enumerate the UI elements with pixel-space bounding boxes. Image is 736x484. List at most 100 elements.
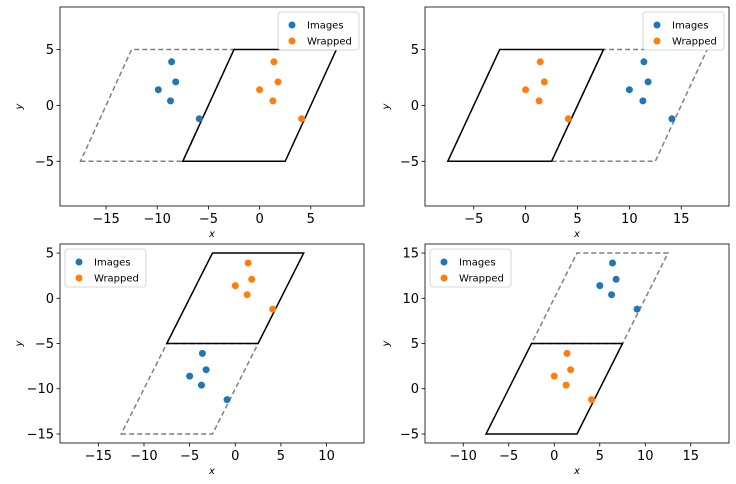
subplot-2: −5 0 5 10 15 −5 0 5 x y Images Wrapped — [381, 6, 730, 240]
x-tick-label: −15 — [85, 449, 112, 464]
y-axis-label: y — [14, 339, 25, 347]
wrapped-point — [567, 366, 575, 374]
subplot-4: −10 −5 0 5 10 15 −5 0 5 10 15 x y Images Wrapped — [381, 243, 730, 477]
x-tick-label: 5 — [307, 212, 315, 227]
wrapped-point — [256, 86, 264, 94]
x-tick-label: −5 — [464, 212, 483, 227]
x-axis-label: x — [573, 229, 580, 240]
x-tick-label: −5 — [180, 449, 199, 464]
wrapped-point — [231, 282, 239, 290]
y-tick-label: 5 — [411, 43, 419, 58]
images-point — [198, 381, 205, 389]
wrapped-point — [536, 58, 544, 66]
unit-cell-outline — [446, 48, 605, 163]
legend-label-wrapped: Wrapped — [672, 37, 717, 48]
x-tick-label: 15 — [673, 212, 690, 227]
x-tick-label: −10 — [130, 449, 157, 464]
images-point — [154, 86, 162, 94]
images-point — [644, 78, 652, 86]
y-tick-label: 5 — [411, 337, 419, 352]
wrapped-point — [540, 78, 548, 86]
wrapped-point — [563, 349, 571, 357]
images-point — [640, 58, 648, 66]
legend-box — [429, 248, 512, 288]
images-point — [186, 372, 194, 380]
legend-label-images: Images — [94, 258, 131, 269]
images-point — [639, 97, 647, 105]
images-point — [612, 275, 620, 283]
y-tick-label: 0 — [411, 99, 419, 114]
legend: Images Wrapped — [429, 248, 512, 288]
images-point — [633, 305, 641, 313]
plot-area — [446, 48, 709, 163]
y-axis-label: y — [381, 102, 392, 110]
legend-marker-images — [288, 21, 296, 29]
x-tick-label: 15 — [682, 449, 699, 464]
plot-area — [119, 252, 305, 435]
legend: Images Wrapped — [277, 11, 360, 51]
x-tick-label: 0 — [522, 212, 530, 227]
x-tick-label: −5 — [499, 449, 518, 464]
legend-label-wrapped: Wrapped — [307, 37, 352, 48]
legend-label-images: Images — [307, 21, 344, 32]
x-tick-label: −10 — [450, 449, 477, 464]
unit-cell-outline — [484, 342, 624, 435]
images-point — [202, 366, 210, 374]
x-tick-label: 10 — [621, 212, 638, 227]
legend-marker-wrapped — [653, 37, 661, 45]
x-tick-label: −5 — [199, 212, 218, 227]
wrapped-point — [535, 97, 543, 105]
axes-frame — [424, 6, 730, 207]
legend-marker-wrapped — [440, 274, 448, 282]
x-tick-label: 5 — [596, 449, 604, 464]
y-tick-label: 10 — [402, 292, 419, 307]
subplot-1: −15 −10 −5 0 5 −5 0 5 x y Images Wrapped — [14, 6, 365, 240]
image-cell-outline — [119, 342, 260, 435]
y-tick-label: −5 — [35, 155, 54, 170]
legend-box — [277, 11, 360, 51]
x-tick-label: 10 — [637, 449, 654, 464]
images-point — [195, 115, 203, 123]
x-tick-label: 0 — [255, 212, 263, 227]
wrapped-point — [298, 115, 306, 123]
unit-cell-outline — [165, 252, 305, 345]
x-tick-label: 10 — [318, 449, 335, 464]
x-tick-label: 5 — [277, 449, 285, 464]
x-axis-label: x — [208, 229, 215, 240]
y-tick-label: 0 — [46, 292, 54, 307]
image-cell-outline — [79, 48, 236, 163]
legend-marker-images — [440, 258, 448, 266]
image-cell-outline — [550, 48, 709, 163]
y-axis-label: y — [14, 102, 25, 110]
wrapped-point — [562, 381, 570, 389]
legend-label-images: Images — [459, 258, 496, 269]
legend-marker-wrapped — [288, 37, 296, 45]
y-tick-label: 5 — [46, 43, 54, 58]
y-tick-label: 0 — [46, 99, 54, 114]
x-tick-label: 0 — [550, 449, 558, 464]
y-tick-label: 0 — [411, 382, 419, 397]
unit-cell-outline — [181, 48, 338, 163]
wrapped-point — [522, 86, 530, 94]
images-point — [608, 291, 616, 299]
wrapped-point — [248, 275, 256, 283]
legend-box — [64, 248, 147, 288]
images-point — [609, 259, 616, 267]
legend-marker-images — [75, 258, 83, 266]
legend-label-wrapped: Wrapped — [459, 274, 504, 285]
wrapped-point — [269, 97, 277, 105]
y-tick-label: −5 — [400, 427, 419, 442]
wrapped-point — [274, 78, 282, 86]
x-axis-label: x — [208, 466, 215, 477]
y-tick-label: −10 — [27, 382, 54, 397]
legend-label-wrapped: Wrapped — [94, 274, 139, 285]
x-tick-label: −15 — [92, 212, 119, 227]
wrapped-point — [243, 291, 251, 299]
x-tick-label: −10 — [144, 212, 171, 227]
legend: Images Wrapped — [64, 248, 147, 288]
axes-frame — [59, 6, 365, 207]
legend-label-images: Images — [672, 21, 709, 32]
legend-marker-wrapped — [75, 274, 83, 282]
images-point — [668, 115, 676, 123]
